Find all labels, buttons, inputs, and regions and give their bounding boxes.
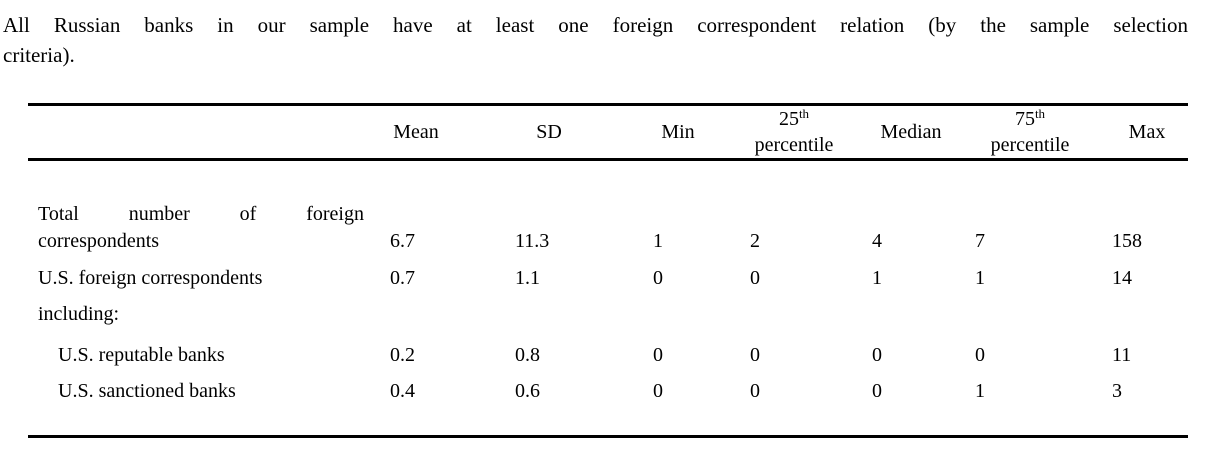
column-header-min: Min [636, 105, 720, 160]
stat-cell-p25: 2 [750, 230, 760, 252]
stat-cell-mean [370, 292, 462, 328]
stat-cell-max: 14 [1112, 267, 1132, 289]
percentile-number: 25th [778, 106, 810, 130]
column-header-empty [28, 105, 370, 160]
stat-cell-mean: 0.4 [390, 380, 415, 402]
table-row-us-foreign-correspondents: U.S. foreign correspondents 0.7 1.1 0 0 … [28, 255, 1188, 292]
column-header-label: Max [1128, 121, 1166, 143]
table-row-including: including: [28, 292, 1188, 328]
superscript-th: th [1034, 106, 1046, 121]
stat-cell-min: 0 [653, 344, 663, 366]
column-header-mean: Mean [370, 105, 462, 160]
stat-cell-max: 158 [1112, 230, 1142, 252]
column-header-median: Median [868, 105, 954, 160]
document-page: All Russian banks in our sample have at … [3, 13, 1188, 438]
column-header-75th-percentile: 75th percentile [954, 105, 1106, 160]
stat-cell-mean: 0.7 [390, 267, 415, 289]
stat-cell-min [636, 292, 720, 328]
stat-cell-p75: 1 [975, 267, 985, 289]
stat-cell-p25: 0 [750, 380, 760, 402]
stat-cell-mean: 0.2 [390, 344, 415, 366]
column-header-max: Max [1106, 105, 1188, 160]
stat-cell-median: 1 [872, 267, 882, 289]
stat-cell-p75: 0 [975, 344, 985, 366]
stat-cell-p25: 0 [750, 344, 760, 366]
stat-cell-mean: 6.7 [390, 230, 415, 252]
stat-cell-sd: 0.8 [515, 344, 540, 366]
stat-cell-median: 4 [872, 230, 882, 252]
header-row: Mean SD Min 25th percentile Median 75th [28, 105, 1188, 160]
stat-cell-sd: 0.6 [515, 380, 540, 402]
row-label: Total number of foreign correspondents [38, 203, 364, 252]
column-header-label: Mean [393, 121, 439, 143]
percentile-word: percentile [754, 134, 834, 156]
column-header-sd: SD [462, 105, 636, 160]
stat-cell-p75: 7 [975, 230, 985, 252]
row-label: including: [38, 303, 120, 325]
stat-cell-p25: 0 [750, 267, 760, 289]
table-body: Total number of foreign correspondents 6… [28, 160, 1188, 437]
row-label: U.S. reputable banks [58, 344, 225, 366]
column-header-label: SD [536, 121, 562, 143]
stat-cell-sd: 11.3 [515, 230, 550, 252]
stat-cell-median: 0 [872, 380, 882, 402]
intro-paragraph: All Russian banks in our sample have at … [3, 13, 1188, 67]
superscript-th: th [798, 106, 810, 121]
stat-cell-sd [462, 292, 636, 328]
summary-statistics-table: Mean SD Min 25th percentile Median 75th [28, 103, 1188, 438]
column-header-label: Median [880, 121, 942, 143]
stat-cell-p25 [720, 292, 868, 328]
stat-cell-sd: 1.1 [515, 267, 540, 289]
column-header-label: Min [661, 121, 695, 143]
stat-cell-min: 0 [653, 267, 663, 289]
table-header: Mean SD Min 25th percentile Median 75th [28, 105, 1188, 160]
stat-cell-min: 1 [653, 230, 663, 252]
percentile-number: 75th [1014, 106, 1046, 130]
row-label: U.S. foreign correspondents [38, 267, 263, 289]
stat-cell-median [868, 292, 954, 328]
table-row-us-sanctioned-banks: U.S. sanctioned banks 0.4 0.6 0 0 0 1 3 [28, 369, 1188, 437]
stat-cell-max: 11 [1112, 344, 1132, 366]
stat-cell-median: 0 [872, 344, 882, 366]
table-row-us-reputable-banks: U.S. reputable banks 0.2 0.8 0 0 0 0 11 [28, 328, 1188, 369]
stat-cell-min: 0 [653, 380, 663, 402]
percentile-word: percentile [990, 134, 1070, 156]
stat-cell-p75: 1 [975, 380, 985, 402]
stat-cell-max: 3 [1112, 380, 1122, 402]
column-header-25th-percentile: 25th percentile [720, 105, 868, 160]
stat-cell-p75 [954, 292, 1106, 328]
stat-cell-max [1106, 292, 1188, 328]
table-row-total-foreign-correspondents: Total number of foreign correspondents 6… [28, 160, 1188, 256]
row-label: U.S. sanctioned banks [58, 380, 236, 402]
